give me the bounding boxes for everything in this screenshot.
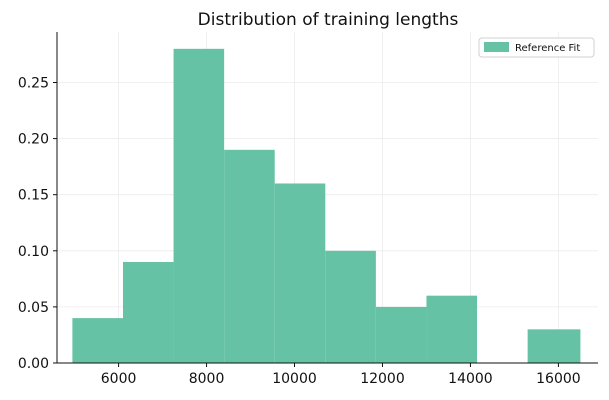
y-tick-label: 0.00	[18, 356, 49, 372]
y-tick-label: 0.15	[18, 188, 49, 204]
histogram-bar	[122, 262, 174, 363]
histogram-bar	[224, 149, 275, 363]
x-tick-label: 14000	[448, 371, 493, 387]
legend-swatch	[484, 42, 509, 52]
histogram-bar	[375, 306, 427, 363]
legend: Reference Fit	[478, 37, 595, 58]
x-tick-label: 10000	[272, 371, 317, 387]
histogram-bar	[173, 48, 225, 364]
x-tick-label: 6000	[101, 371, 137, 387]
y-tick-label: 0.20	[18, 132, 49, 148]
histogram-bar	[325, 250, 376, 363]
chart-title: Distribution of training lengths	[198, 10, 459, 30]
x-axis-ticks: 6000 8000 10000 12000 14000 16000	[101, 363, 581, 387]
histogram-bar	[527, 329, 581, 363]
x-tick-label: 12000	[360, 371, 405, 387]
y-tick-label: 0.05	[18, 300, 49, 316]
histogram-bar	[72, 318, 123, 363]
histogram-bar	[426, 295, 478, 363]
y-tick-label: 0.10	[18, 244, 49, 260]
legend-label: Reference Fit	[515, 43, 580, 54]
x-tick-label: 16000	[536, 371, 581, 387]
histogram-bar	[274, 183, 326, 363]
y-tick-label: 0.25	[18, 75, 49, 91]
y-axis-ticks: 0.00 0.05 0.10 0.15 0.20 0.25	[18, 75, 57, 372]
x-tick-label: 8000	[189, 371, 225, 387]
bars-layer	[72, 48, 581, 364]
